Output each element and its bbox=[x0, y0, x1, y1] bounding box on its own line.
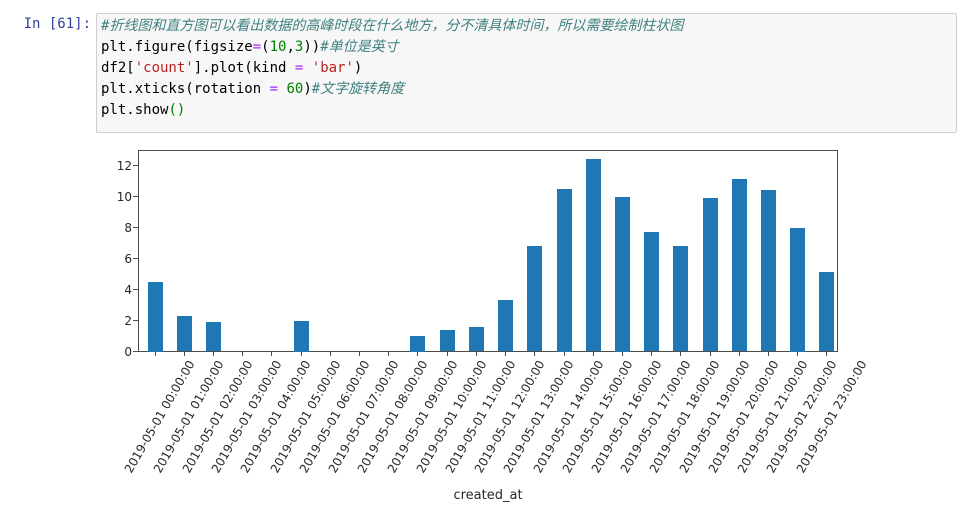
x-tick-mark bbox=[621, 352, 623, 356]
x-tick-mark bbox=[563, 352, 565, 356]
bar bbox=[614, 196, 630, 352]
x-tick-mark bbox=[475, 352, 477, 356]
bar bbox=[673, 246, 689, 352]
x-tick-mark bbox=[534, 352, 536, 356]
y-tick-mark bbox=[133, 320, 138, 321]
x-tick-mark bbox=[417, 352, 419, 356]
code-token-plain: , bbox=[286, 39, 295, 55]
code-token-plain: df2[ bbox=[101, 60, 135, 76]
x-tick-mark bbox=[680, 352, 682, 356]
x-tick-mark bbox=[709, 352, 711, 356]
bar bbox=[147, 281, 163, 352]
bar bbox=[293, 320, 309, 352]
bar bbox=[527, 246, 543, 352]
y-tick-label: 0 bbox=[124, 344, 132, 359]
x-tick-mark bbox=[300, 352, 302, 356]
y-tick-mark bbox=[133, 258, 138, 259]
bar bbox=[790, 227, 806, 352]
y-tick-label: 8 bbox=[124, 220, 132, 235]
x-tick-mark bbox=[826, 352, 828, 356]
code-token-number: 60 bbox=[286, 81, 304, 97]
code-token-plain bbox=[303, 60, 311, 76]
code-line: plt.show() bbox=[101, 100, 952, 121]
code-token-plain: plt.figure(figsize bbox=[101, 39, 253, 55]
code-token-number: 3 bbox=[294, 39, 304, 55]
code-editor[interactable]: #折线图和直方图可以看出数据的高峰时段在什么地方，分不清具体时间，所以需要绘制柱… bbox=[101, 16, 952, 121]
y-tick-label: 4 bbox=[124, 282, 132, 297]
code-line: df2['count'].plot(kind = 'bar') bbox=[101, 58, 952, 79]
code-token-bracket: () bbox=[168, 102, 186, 118]
bar bbox=[176, 315, 192, 352]
bar bbox=[644, 232, 660, 352]
bar bbox=[819, 272, 835, 352]
y-tick-mark bbox=[133, 196, 138, 197]
code-input-area[interactable]: #折线图和直方图可以看出数据的高峰时段在什么地方，分不清具体时间，所以需要绘制柱… bbox=[96, 13, 957, 133]
y-tick-mark bbox=[133, 289, 138, 290]
input-prompt: In [61]: bbox=[23, 16, 91, 32]
x-axis-label: created_at bbox=[453, 488, 523, 503]
bar bbox=[439, 329, 455, 352]
x-tick-mark bbox=[271, 352, 273, 356]
code-token-plain: plt.xticks(rotation bbox=[101, 81, 270, 97]
code-line: #折线图和直方图可以看出数据的高峰时段在什么地方，分不清具体时间，所以需要绘制柱… bbox=[101, 16, 952, 37]
x-tick-mark bbox=[446, 352, 448, 356]
x-tick-mark bbox=[359, 352, 361, 356]
x-tick-mark bbox=[651, 352, 653, 356]
x-tick-mark bbox=[329, 352, 331, 356]
code-token-comment: #文字旋转角度 bbox=[311, 81, 405, 97]
code-token-number: 10 bbox=[269, 39, 287, 55]
x-tick-mark bbox=[768, 352, 770, 356]
code-token-operator: = bbox=[252, 39, 262, 55]
code-token-string: 'bar' bbox=[311, 60, 354, 76]
bar bbox=[468, 326, 484, 352]
y-tick-label: 12 bbox=[116, 158, 132, 173]
bar bbox=[410, 336, 426, 352]
code-line: plt.xticks(rotation = 60)#文字旋转角度 bbox=[101, 79, 952, 100]
chart-output: created_at 0 2 4 6 8 10 12 2019-05-01 00:00:00 2… bbox=[0, 140, 959, 520]
code-token-plain: ) bbox=[303, 81, 312, 97]
y-tick-label: 10 bbox=[116, 189, 132, 204]
x-tick-mark bbox=[212, 352, 214, 356]
code-token-operator: = bbox=[294, 60, 304, 76]
x-tick-mark bbox=[183, 352, 185, 356]
x-tick-mark bbox=[242, 352, 244, 356]
bar bbox=[498, 300, 514, 352]
bar bbox=[556, 188, 572, 352]
bar bbox=[761, 190, 777, 352]
y-tick-label: 6 bbox=[124, 251, 132, 266]
code-token-plain: )) bbox=[303, 39, 321, 55]
y-tick-label: 2 bbox=[124, 313, 132, 328]
y-tick-mark bbox=[133, 165, 138, 166]
bar bbox=[731, 179, 747, 352]
x-tick-mark bbox=[505, 352, 507, 356]
code-token-plain: ) bbox=[353, 60, 363, 76]
code-token-string: 'count' bbox=[134, 60, 194, 76]
x-tick-mark bbox=[592, 352, 594, 356]
code-token-comment: #单位是英寸 bbox=[320, 39, 399, 55]
x-tick-mark bbox=[797, 352, 799, 356]
code-token-comment: #折线图和直方图可以看出数据的高峰时段在什么地方，分不清具体时间，所以需要绘制柱… bbox=[101, 18, 684, 34]
bar bbox=[585, 159, 601, 352]
code-token-plain: ].plot(kind bbox=[193, 60, 295, 76]
y-tick-mark bbox=[133, 351, 138, 352]
x-tick-mark bbox=[388, 352, 390, 356]
code-token-operator: = bbox=[269, 81, 279, 97]
bar bbox=[205, 322, 221, 352]
bar bbox=[702, 198, 718, 352]
x-tick-mark bbox=[738, 352, 740, 356]
x-tick-mark bbox=[154, 352, 156, 356]
code-token-plain: plt.show bbox=[101, 102, 169, 118]
code-token-plain: ( bbox=[261, 39, 270, 55]
plot-frame bbox=[138, 150, 838, 352]
y-tick-mark bbox=[133, 227, 138, 228]
code-line: plt.figure(figsize=(10,3))#单位是英寸 bbox=[101, 37, 952, 58]
